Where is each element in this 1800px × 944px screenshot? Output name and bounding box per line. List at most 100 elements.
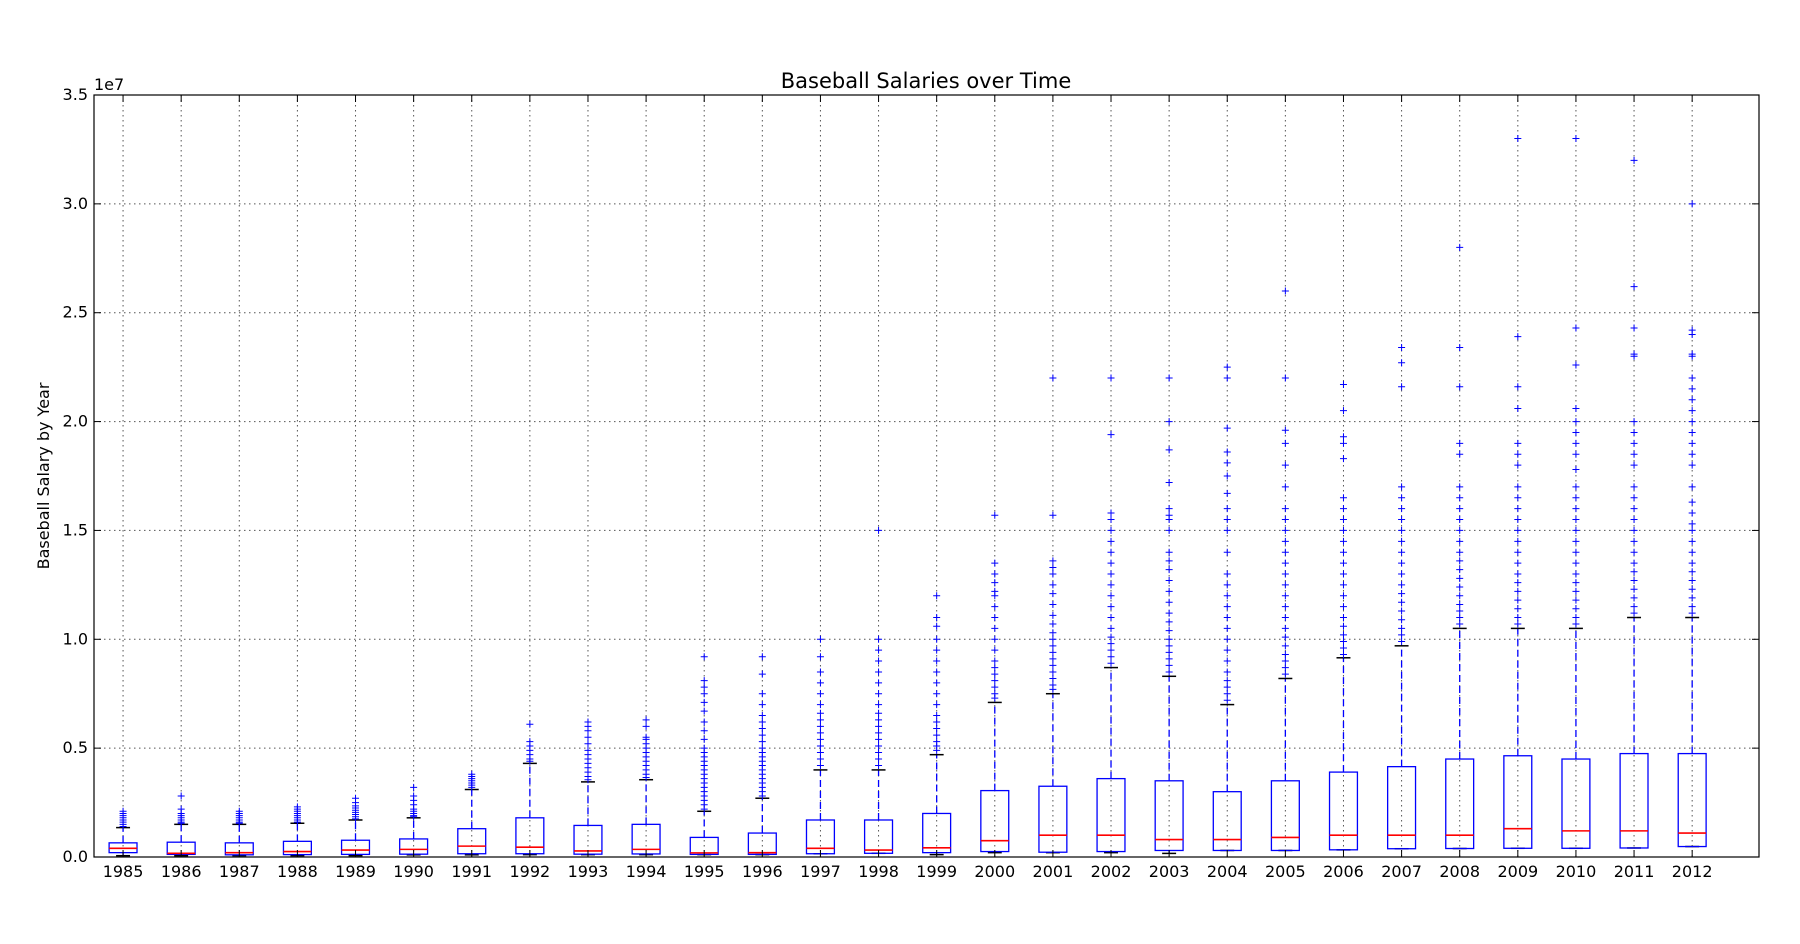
outlier-point: [1281, 642, 1289, 650]
outlier-point: [1281, 439, 1289, 447]
outlier-point: [1398, 570, 1406, 578]
outlier-point: [1398, 494, 1406, 502]
outlier-point: [1572, 570, 1580, 578]
outlier-point: [1281, 461, 1289, 469]
outlier-point: [816, 679, 824, 687]
outlier-point: [1688, 439, 1696, 447]
outlier-point: [933, 614, 941, 622]
outlier-point: [1572, 516, 1580, 524]
outlier-point: [875, 668, 883, 676]
outlier-point: [816, 742, 824, 750]
outlier-point: [1165, 418, 1173, 426]
x-tick-label: 1989: [335, 862, 376, 881]
outlier-point: [1572, 620, 1580, 628]
outlier-point: [1514, 505, 1522, 513]
outlier-point: [1107, 653, 1115, 661]
box-iqr: [1328, 771, 1359, 851]
outlier-point: [1456, 344, 1464, 352]
outlier-point: [1281, 559, 1289, 567]
outlier-point: [1107, 603, 1115, 611]
outlier-point: [1572, 587, 1580, 595]
outlier-point: [758, 711, 766, 719]
outlier-point: [933, 646, 941, 654]
outlier-point: [1281, 664, 1289, 672]
outlier-point: [1281, 374, 1289, 382]
outlier-point: [1223, 614, 1231, 622]
outlier-point: [875, 709, 883, 717]
outlier-point: [1281, 614, 1289, 622]
outlier-point: [991, 646, 999, 654]
outlier-point: [758, 731, 766, 739]
outlier-point: [875, 646, 883, 654]
outlier-point: [700, 744, 708, 752]
outlier-point: [410, 783, 418, 791]
outlier-point: [1398, 590, 1406, 598]
outlier-point: [816, 735, 824, 743]
outlier-point: [1514, 596, 1522, 604]
outlier-point: [1049, 581, 1057, 589]
outlier-point: [758, 718, 766, 726]
outlier-point: [758, 653, 766, 661]
outlier-point: [1107, 374, 1115, 382]
outlier-point: [1107, 516, 1115, 524]
outlier-point: [991, 559, 999, 567]
outlier-point: [1107, 633, 1115, 641]
x-tick-label: 1995: [684, 862, 725, 881]
outlier-point: [816, 755, 824, 763]
outlier-point: [1223, 526, 1231, 534]
outlier-point: [1339, 559, 1347, 567]
outlier-point: [1688, 520, 1696, 528]
outlier-point: [1223, 603, 1231, 611]
outlier-point: [991, 579, 999, 587]
outlier-point: [1572, 614, 1580, 622]
x-tick-label: 1998: [858, 862, 899, 881]
outlier-point: [1688, 461, 1696, 469]
outlier-point: [410, 792, 418, 800]
outlier-point: [1281, 633, 1289, 641]
outlier-point: [584, 740, 592, 748]
y-tick-label: 0.5: [63, 738, 88, 757]
outlier-point: [1572, 483, 1580, 491]
outlier-point: [1630, 428, 1638, 436]
outlier-point: [1049, 668, 1057, 676]
outlier-point: [1456, 537, 1464, 545]
outlier-point: [1688, 594, 1696, 602]
outlier-point: [758, 738, 766, 746]
outlier-point: [1630, 483, 1638, 491]
outlier-point: [1630, 324, 1638, 332]
outlier-point: [1572, 494, 1580, 502]
outlier-point: [700, 653, 708, 661]
outlier-point: [1049, 635, 1057, 643]
outlier-point: [1630, 461, 1638, 469]
outlier-point: [1223, 363, 1231, 371]
outlier-point: [875, 679, 883, 687]
outlier-point: [1572, 405, 1580, 413]
outlier-point: [933, 718, 941, 726]
x-tick-label: 2006: [1323, 862, 1364, 881]
outlier-point: [1107, 581, 1115, 589]
outlier-point: [177, 792, 185, 800]
outlier-point: [119, 807, 127, 815]
outlier-point: [875, 748, 883, 756]
outlier-point: [1339, 622, 1347, 630]
outlier-point: [1339, 651, 1347, 659]
outlier-point: [1165, 511, 1173, 519]
outlier-point: [1456, 620, 1464, 628]
x-tick-label: 2010: [1556, 862, 1597, 881]
outlier-point: [1107, 526, 1115, 534]
chart-title: Baseball Salaries over Time: [781, 69, 1071, 93]
outlier-point: [1223, 646, 1231, 654]
outlier-point: [1049, 600, 1057, 608]
outlier-point: [1572, 505, 1580, 513]
outlier-point: [1572, 579, 1580, 587]
outlier-point: [1049, 374, 1057, 382]
outlier-point: [1165, 642, 1173, 650]
outlier-point: [1514, 439, 1522, 447]
outlier-point: [1049, 557, 1057, 565]
outlier-point: [1514, 461, 1522, 469]
x-tick-label: 1988: [277, 862, 318, 881]
outlier-point: [1514, 483, 1522, 491]
outlier-point: [933, 657, 941, 665]
outlier-point: [1398, 383, 1406, 391]
outlier-point: [1223, 677, 1231, 685]
